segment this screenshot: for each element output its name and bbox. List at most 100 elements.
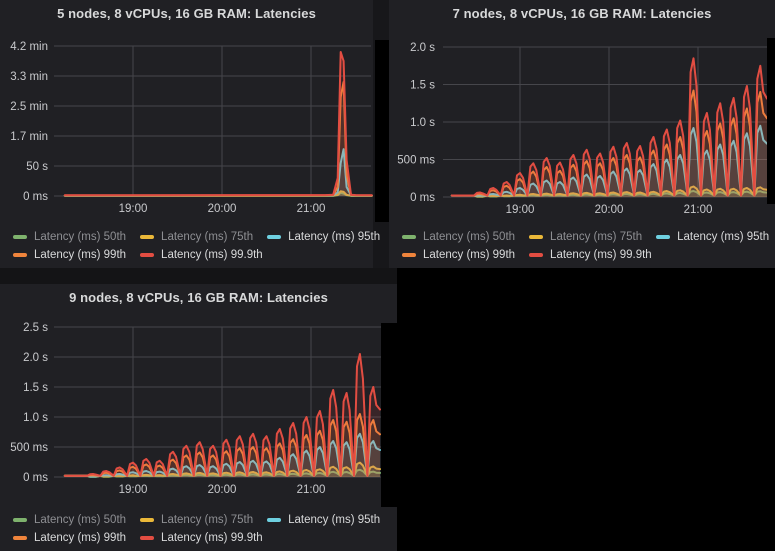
series-color-dash-icon (13, 536, 27, 540)
y-axis-tick-label: 1.5 s (410, 80, 435, 92)
cropped-region (767, 38, 775, 204)
series-area-latency-ms-99th (64, 82, 372, 196)
legend-item-latency-ms-95th[interactable]: Latency (ms) 95th (267, 514, 380, 526)
series-color-dash-icon (656, 235, 671, 239)
x-axis-tick-label: 20:00 (208, 484, 237, 496)
y-axis-tick-label: 50 s (26, 161, 48, 173)
y-axis-tick-label: 1.7 min (10, 131, 48, 143)
x-axis-tick-label: 19:00 (506, 204, 535, 216)
series-color-dash-icon (529, 235, 544, 239)
series-line-latency-ms-99.9th (63, 353, 381, 477)
y-axis-tick-label: 500 ms (10, 442, 48, 454)
panel-9-nodes: 9 nodes, 8 vCPUs, 16 GB RAM: Latencies 1… (0, 284, 397, 551)
series-color-dash-icon (140, 536, 155, 540)
x-axis-tick-label: 21:00 (297, 484, 326, 496)
series-color-dash-icon (140, 518, 155, 522)
legend-item-latency-ms-75th[interactable]: Latency (ms) 75th (529, 231, 642, 243)
y-axis-tick-label: 2.0 s (23, 352, 48, 364)
legend-label: Latency (ms) 99.9th (550, 249, 652, 261)
panel-5-nodes: 5 nodes, 8 vCPUs, 16 GB RAM: Latencies 1… (0, 0, 380, 268)
series-line-latency-ms-95th (63, 148, 373, 197)
series-area-latency-ms-95th (64, 149, 372, 196)
series-line-latency-ms-99.9th (63, 51, 373, 197)
y-axis-tick-label: 0 ms (410, 192, 435, 204)
legend-label: Latency (ms) 50th (34, 231, 127, 243)
legend-label: Latency (ms) 99.9th (161, 532, 263, 544)
panel-title[interactable]: 7 nodes, 8 vCPUs, 16 GB RAM: Latencies (452, 6, 712, 21)
panel-title[interactable]: 5 nodes, 8 vCPUs, 16 GB RAM: Latencies (57, 6, 316, 21)
series-line-latency-ms-75th (63, 461, 381, 478)
series-color-dash-icon (13, 253, 27, 257)
x-axis-tick-label: 21:00 (684, 204, 713, 216)
y-axis-tick-label: 500 ms (397, 155, 435, 167)
chart-legend: Latency (ms) 50th Latency (ms) 75th Latenc… (13, 228, 394, 264)
legend-label: Latency (ms) 99th (34, 532, 127, 544)
legend-label: Latency (ms) 99th (34, 249, 127, 261)
panel-gap-horizontal (0, 268, 397, 284)
legend-item-latency-ms-99th[interactable]: Latency (ms) 99th (13, 532, 126, 544)
cropped-region (381, 323, 397, 507)
series-line-latency-ms-99th (63, 81, 373, 197)
y-axis-tick-label: 0 ms (23, 191, 48, 203)
series-color-dash-icon (267, 518, 282, 522)
y-axis-tick-label: 4.2 min (10, 41, 48, 53)
x-axis-tick-label: 19:00 (119, 203, 148, 215)
legend-label: Latency (ms) 95th (288, 231, 381, 243)
panel-title[interactable]: 9 nodes, 8 vCPUs, 16 GB RAM: Latencies (69, 290, 328, 305)
legend-item-latency-ms-75th[interactable]: Latency (ms) 75th (140, 514, 253, 526)
legend-label: Latency (ms) 75th (161, 231, 254, 243)
x-axis-tick-label: 20:00 (595, 204, 624, 216)
y-axis-tick-label: 3.3 min (10, 71, 48, 83)
legend-label: Latency (ms) 95th (677, 231, 770, 243)
legend-item-latency-ms-99th[interactable]: Latency (ms) 99th (402, 249, 515, 261)
series-color-dash-icon (529, 253, 544, 257)
series-color-dash-icon (13, 518, 27, 522)
y-axis-tick-label: 1.0 s (23, 412, 48, 424)
series-color-dash-icon (13, 235, 27, 239)
y-axis-tick-label: 1.0 s (410, 117, 435, 129)
legend-label: Latency (ms) 75th (550, 231, 643, 243)
legend-label: Latency (ms) 99th (423, 249, 516, 261)
legend-item-latency-ms-50th[interactable]: Latency (ms) 50th (13, 231, 126, 243)
legend-label: Latency (ms) 75th (161, 514, 254, 526)
legend-item-latency-ms-95th[interactable]: Latency (ms) 95th (267, 231, 380, 243)
legend-item-latency-ms-75th[interactable]: Latency (ms) 75th (140, 231, 253, 243)
y-axis-tick-label: 1.5 s (23, 382, 48, 394)
y-axis-tick-label: 2.0 s (410, 42, 435, 54)
legend-label: Latency (ms) 95th (288, 514, 381, 526)
legend-item-latency-ms-95th[interactable]: Latency (ms) 95th (656, 231, 769, 243)
x-axis-tick-label: 21:00 (297, 203, 326, 215)
legend-item-latency-ms-99.9th[interactable]: Latency (ms) 99.9th (529, 249, 652, 261)
legend-item-latency-ms-99.9th[interactable]: Latency (ms) 99.9th (140, 249, 263, 261)
y-axis-tick-label: 2.5 s (23, 322, 48, 334)
latency-chart-5-nodes[interactable]: 19:00 20:00 21:00 4.2 min 3.3 min 2.5 min 1.7 … (0, 0, 373, 228)
series-area-latency-ms-99.9th (64, 52, 372, 196)
chart-legend: Latency (ms) 50th Latency (ms) 75th Latenc… (13, 511, 394, 547)
legend-label: Latency (ms) 50th (34, 514, 127, 526)
latency-chart-7-nodes[interactable]: 19:00 20:00 21:00 2.0 s 1.5 s 1.0 s 500 ms 0 ms (389, 0, 775, 228)
series-color-dash-icon (402, 253, 416, 257)
series-line-latency-ms-99.9th (450, 57, 768, 197)
legend-label: Latency (ms) 99.9th (161, 249, 263, 261)
series-color-dash-icon (402, 235, 416, 239)
legend-item-latency-ms-50th[interactable]: Latency (ms) 50th (402, 231, 515, 243)
panel-7-nodes: 7 nodes, 8 vCPUs, 16 GB RAM: Latencies 1… (389, 0, 775, 268)
series-color-dash-icon (140, 235, 155, 239)
legend-item-latency-ms-99th[interactable]: Latency (ms) 99th (13, 249, 126, 261)
legend-label: Latency (ms) 50th (423, 231, 516, 243)
y-axis-tick-label: 2.5 min (10, 101, 48, 113)
chart-legend: Latency (ms) 50th Latency (ms) 75th Latenc… (402, 228, 775, 264)
series-color-dash-icon (140, 253, 155, 257)
series-line-latency-ms-95th (63, 432, 381, 478)
x-axis-tick-label: 20:00 (208, 203, 237, 215)
legend-item-latency-ms-50th[interactable]: Latency (ms) 50th (13, 514, 126, 526)
series-color-dash-icon (267, 235, 282, 239)
series-area-latency-ms-99.9th (64, 354, 381, 477)
x-axis-tick-label: 19:00 (119, 484, 148, 496)
cropped-region (375, 40, 389, 222)
legend-item-latency-ms-99.9th[interactable]: Latency (ms) 99.9th (140, 532, 263, 544)
latency-chart-9-nodes[interactable]: 19:00 20:00 21:00 2.5 s 2.0 s 1.5 s 1.0 s 500 m… (0, 284, 397, 508)
series-line-latency-ms-75th (450, 185, 768, 198)
y-axis-tick-label: 0 ms (23, 472, 48, 484)
